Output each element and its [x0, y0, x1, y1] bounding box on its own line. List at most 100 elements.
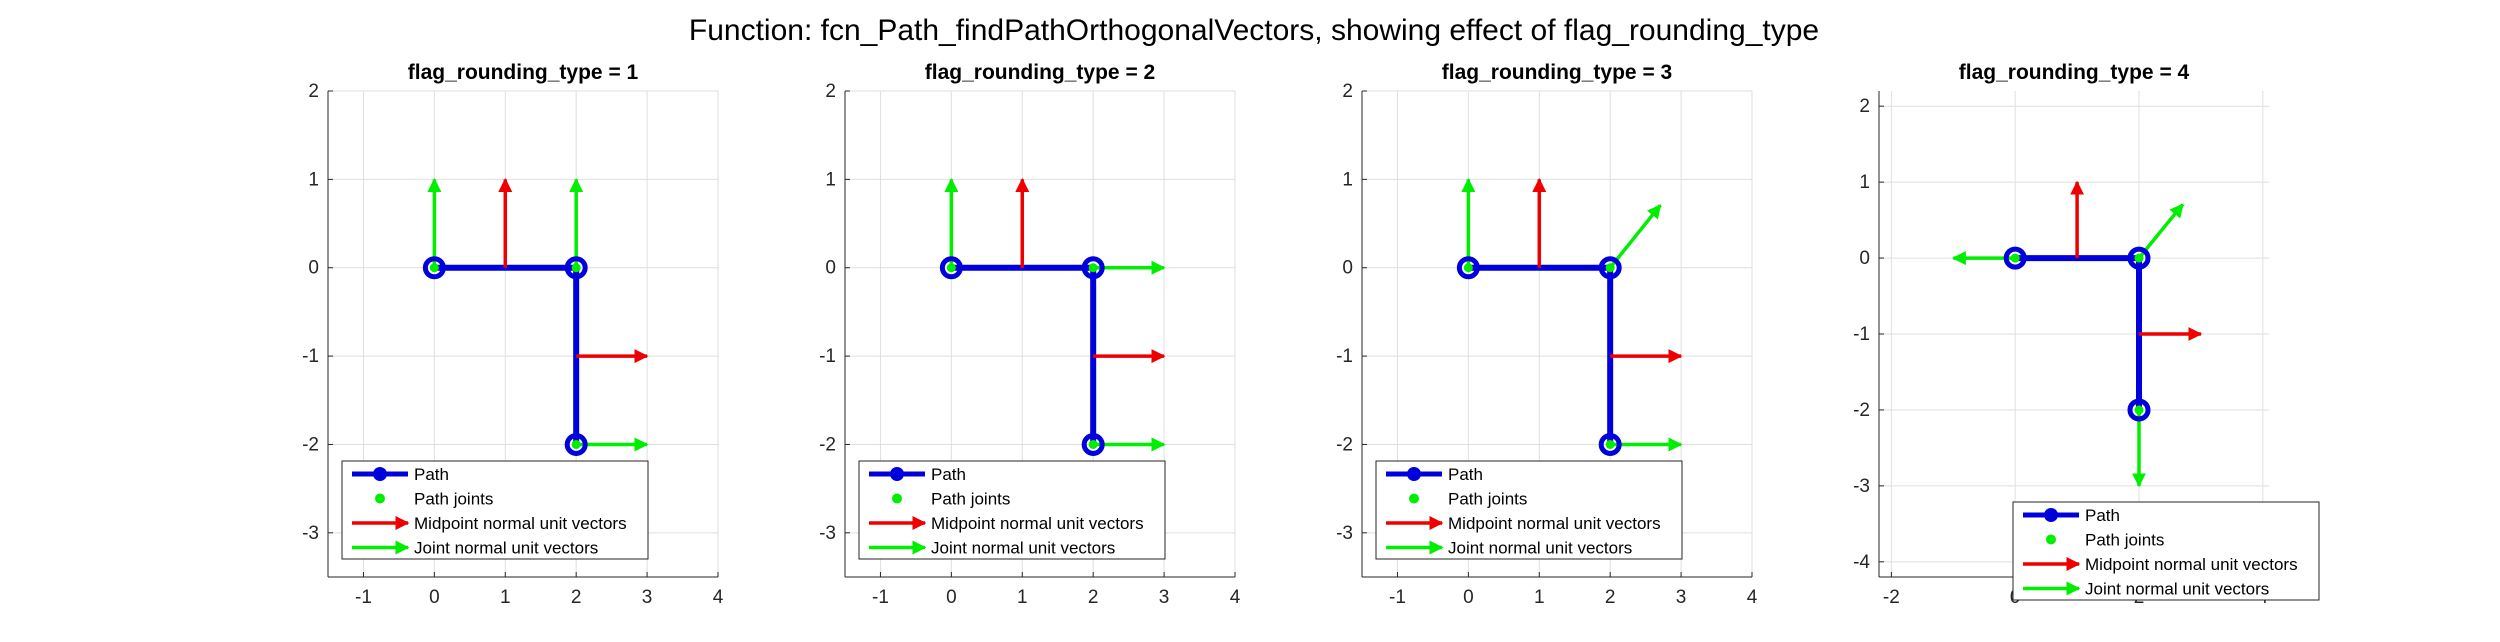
y-tick-label: 1 [1859, 172, 1870, 193]
legend-box [858, 460, 1166, 560]
path-joint-marker [1598, 256, 1622, 280]
subplot-3: -1 0 1 2 3 4 -3 -2 -1 0 1 2 flag_rounding_type = 3 Pa… [1336, 61, 1758, 608]
y-tick-label: 0 [308, 258, 319, 279]
legend-path-marker [1407, 467, 1421, 481]
y-tick-label: -2 [302, 434, 319, 455]
path-joint-marker [1081, 432, 1105, 456]
x-tick-label: -1 [355, 587, 372, 608]
legend-label: Path joints [931, 490, 1010, 509]
x-tick-label: 3 [1159, 587, 1170, 608]
x-tick-label: 1 [1534, 587, 1545, 608]
y-tick-label: 1 [308, 169, 319, 190]
path-joint-dot [2134, 405, 2144, 415]
path-joint-dot [571, 439, 581, 449]
x-tick-label: -1 [1389, 587, 1406, 608]
x-tick-label: 2 [1088, 587, 1099, 608]
legend-label: Midpoint normal unit vectors [414, 514, 627, 533]
legend-label: Midpoint normal unit vectors [1448, 514, 1661, 533]
x-tick-label: 1 [500, 587, 511, 608]
legend-box [2012, 501, 2320, 601]
y-tick-label: -2 [1336, 434, 1353, 455]
path-joint-dot [1088, 263, 1098, 273]
y-tick-label: 1 [1342, 169, 1353, 190]
y-tick-label: -4 [1853, 552, 1870, 573]
path-joint-marker [1081, 256, 1105, 280]
x-tick-label: 3 [1676, 587, 1687, 608]
path-joint-dot [2010, 253, 2020, 263]
y-tick-label: -3 [1853, 476, 1870, 497]
legend-label: Joint normal unit vectors [1448, 539, 1632, 558]
joint-normal-vector [1608, 204, 1662, 269]
legend-label: Midpoint normal unit vectors [931, 514, 1144, 533]
x-tick-label: 4 [1230, 587, 1241, 608]
x-tick-label: 0 [946, 587, 957, 608]
subplot-title: flag_rounding_type = 1 [408, 61, 639, 84]
subplot-title: flag_rounding_type = 2 [925, 61, 1155, 84]
path-joint-dot [1605, 263, 1615, 273]
x-tick-label: -1 [872, 587, 889, 608]
path-joint-marker [2127, 246, 2151, 270]
x-tick-label: 3 [642, 587, 653, 608]
y-tick-label: 2 [1342, 81, 1353, 102]
path-joint-marker [2127, 398, 2151, 422]
y-tick-label: -1 [302, 346, 319, 367]
x-tick-label: -2 [1883, 587, 1900, 608]
y-tick-label: 2 [1859, 96, 1870, 117]
path-joint-marker [1456, 256, 1480, 280]
x-tick-label: 2 [1605, 587, 1616, 608]
legend-label: Path [2085, 506, 2120, 525]
x-tick-label: 0 [429, 587, 440, 608]
subplot-title: flag_rounding_type = 4 [1959, 61, 2190, 84]
y-tick-label: 2 [825, 81, 836, 102]
path-joint-dot [946, 263, 956, 273]
legend-joint-swatch [375, 493, 385, 504]
path-joint-dot [571, 263, 581, 273]
legend-label: Path [931, 465, 966, 484]
y-tick-label: -2 [819, 434, 836, 455]
y-tick-label: -2 [1853, 400, 1870, 421]
path-joint-marker [939, 256, 963, 280]
y-tick-label: 2 [308, 81, 319, 102]
legend-label: Path joints [2085, 531, 2164, 550]
y-tick-label: -3 [1336, 523, 1353, 544]
legend-joint-swatch [1409, 493, 1419, 504]
legend-joint-swatch [892, 493, 902, 504]
y-tick-label: -1 [1853, 324, 1870, 345]
path-joint-dot [1088, 439, 1098, 449]
y-tick-label: 0 [1342, 258, 1353, 279]
legend: Path Path joints Midpoint normal unit vect… [858, 460, 1166, 560]
legend-label: Joint normal unit vectors [931, 539, 1115, 558]
subplots: -1 0 1 2 3 4 -3 -2 -1 0 1 2 flag_rounding_type = 1 Pa… [302, 61, 2320, 608]
legend: Path Path joints Midpoint normal unit vect… [341, 460, 649, 560]
path-joint-dot [2134, 253, 2144, 263]
subplot-title: flag_rounding_type = 3 [1442, 61, 1672, 84]
y-tick-label: -1 [1336, 346, 1353, 367]
legend-joint-swatch [2046, 534, 2056, 545]
x-tick-label: 4 [1747, 587, 1758, 608]
path-joint-marker [1598, 432, 1622, 456]
path-joint-marker [2003, 246, 2027, 270]
legend-label: Path joints [414, 490, 493, 509]
path-joint-dot [1463, 263, 1473, 273]
x-tick-label: 0 [1463, 587, 1474, 608]
legend-label: Joint normal unit vectors [414, 539, 598, 558]
y-tick-label: 1 [825, 169, 836, 190]
x-tick-label: 4 [713, 587, 724, 608]
legend-label: Midpoint normal unit vectors [2085, 555, 2298, 574]
joint-normal-vector [2137, 203, 2185, 260]
legend-label: Path [414, 465, 449, 484]
legend-label: Path [1448, 465, 1483, 484]
path-joint-marker [564, 256, 588, 280]
y-tick-label: 0 [825, 258, 836, 279]
legend: Path Path joints Midpoint normal unit vect… [1375, 460, 1683, 560]
legend: Path Path joints Midpoint normal unit vect… [2012, 501, 2320, 601]
x-tick-label: 2 [571, 587, 582, 608]
y-tick-label: -3 [819, 523, 836, 544]
legend-box [341, 460, 649, 560]
legend-box [1375, 460, 1683, 560]
path-joint-marker [422, 256, 446, 280]
y-tick-label: 0 [1859, 248, 1870, 269]
subplot-2: -1 0 1 2 3 4 -3 -2 -1 0 1 2 flag_rounding_type = 2 Pa… [819, 61, 1241, 608]
legend-label: Path joints [1448, 490, 1527, 509]
